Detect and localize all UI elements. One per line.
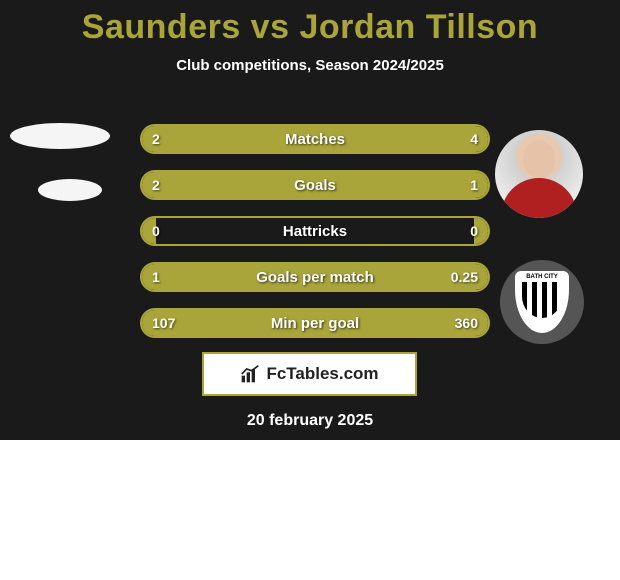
left-player-club-placeholder	[38, 179, 102, 201]
stat-fill-right	[256, 126, 488, 152]
stat-value-right: 0.25	[441, 264, 488, 290]
chart-icon	[240, 364, 260, 384]
stat-value-left: 1	[142, 264, 170, 290]
page-title: Saunders vs Jordan Tillson	[0, 0, 620, 47]
subtitle: Club competitions, Season 2024/2025	[0, 57, 620, 74]
stat-fill-left	[142, 264, 419, 290]
date-text: 20 february 2025	[0, 412, 620, 430]
club-badge-stripes	[522, 282, 562, 318]
stat-value-right: 4	[460, 126, 488, 152]
stat-value-right: 1	[460, 172, 488, 198]
stat-row: 0 0Hattricks	[140, 216, 490, 246]
brand-box[interactable]: FcTables.com	[202, 352, 417, 396]
right-player-avatar	[495, 130, 583, 218]
club-badge-text: BATH CITY	[526, 274, 558, 280]
stat-row: 10.25Goals per match	[140, 262, 490, 292]
stat-value-left: 0	[142, 218, 170, 244]
stat-value-left: 2	[142, 172, 170, 198]
stat-row: 21Goals	[140, 170, 490, 200]
right-player-club-badge: BATH CITY	[500, 260, 584, 344]
stat-value-right: 0	[460, 218, 488, 244]
left-player-avatar-placeholder	[10, 123, 110, 149]
stat-value-right: 360	[445, 310, 488, 336]
stat-row: 24Matches	[140, 124, 490, 154]
stat-label: Hattricks	[142, 218, 488, 244]
stat-value-left: 107	[142, 310, 185, 336]
stat-row: 107360Min per goal	[140, 308, 490, 338]
lower-blank-area	[0, 440, 620, 580]
comparison-card: Saunders vs Jordan Tillson Club competit…	[0, 0, 620, 440]
stats-bars: 24Matches21Goals00Hattricks10.25Goals pe…	[140, 124, 490, 354]
brand-text: FcTables.com	[266, 364, 378, 384]
stat-fill-left	[142, 172, 374, 198]
stat-value-left: 2	[142, 126, 170, 152]
